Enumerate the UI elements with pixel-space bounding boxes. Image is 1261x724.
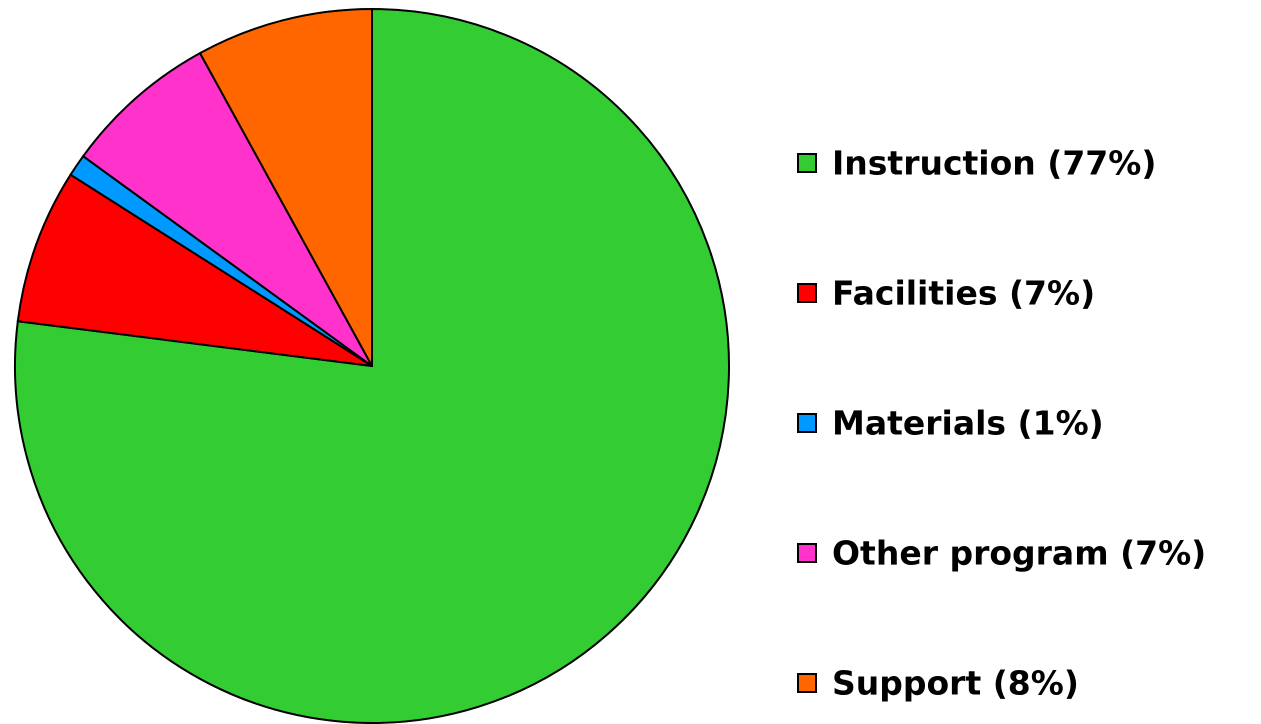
legend-swatch <box>797 283 817 303</box>
legend-label: Materials (1%) <box>832 404 1104 443</box>
pie-slice <box>14 7 730 724</box>
legend-swatch <box>797 543 817 563</box>
legend-swatch <box>797 153 817 173</box>
legend-swatch <box>797 413 817 433</box>
pie-slice <box>16 173 373 367</box>
legend-label: Support (8%) <box>832 664 1079 703</box>
pie-slice <box>81 51 373 367</box>
legend-label: Instruction (77%) <box>832 144 1156 183</box>
pie-slice <box>198 7 373 367</box>
legend-swatch <box>797 673 817 693</box>
legend-label: Other program (7%) <box>832 534 1206 573</box>
legend-label: Facilities (7%) <box>832 274 1095 313</box>
